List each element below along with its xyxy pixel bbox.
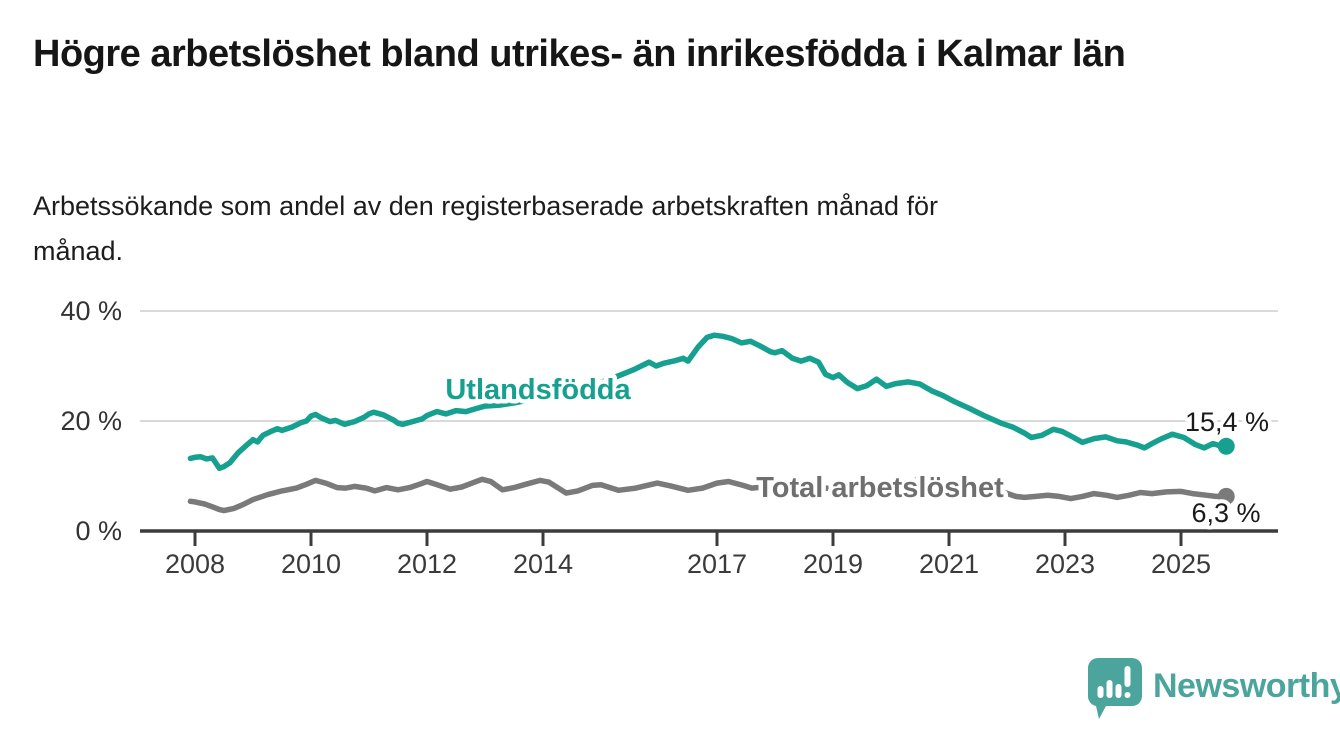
newsworthy-logo-text: Newsworthy: [1153, 666, 1340, 705]
end-value-label-utlandsfodda: 15,4 %: [1185, 407, 1269, 437]
chart-plot-area: 0 % 20 % 40 % 2008 2010 2012 2014 2017 2019 2021 2…: [60, 296, 1278, 579]
page-title-text: Högre arbetslöshet bland utrikes- än inr…: [33, 33, 1126, 75]
bar-tall: [1106, 680, 1113, 698]
y-axis-tick-label: 40 %: [60, 296, 122, 326]
page-title: Högre arbetslöshet bland utrikes- än inr…: [33, 30, 1303, 78]
x-axis-tick-label: 2025: [1151, 549, 1211, 579]
newsworthy-logo: Newsworthy: [1085, 655, 1340, 723]
y-axis-tick-label: 0 %: [75, 516, 122, 546]
exclamation-stroke: [1124, 666, 1131, 687]
x-axis-tick-label: 2019: [803, 549, 863, 579]
exclamation-dot: [1124, 692, 1131, 698]
x-axis-tick-label: 2012: [397, 549, 457, 579]
series-label-utlandsfodda: Utlandsfödda: [445, 374, 631, 406]
newsworthy-logo-icon: [1087, 658, 1142, 719]
series-end-dot-total-arbetsloshet: [1217, 487, 1235, 505]
series-line-utlandsfodda: [187, 332, 1229, 472]
series-label-total-arbetsloshet: Total arbetslöshet: [756, 472, 1004, 504]
chart-subtitle: Arbetssökande som andel av den registerb…: [33, 184, 1253, 274]
y-axis-tick-label: 20 %: [60, 406, 122, 436]
x-axis-tick-label: 2010: [281, 549, 341, 579]
series-end-dot-utlandsfodda: [1217, 437, 1235, 455]
x-axis-tick-label: 2023: [1035, 549, 1095, 579]
x-axis-tick-label: 2021: [919, 549, 979, 579]
x-axis-tick-label: 2008: [165, 549, 225, 579]
subtitle-line-2: månad.: [33, 236, 124, 266]
bar-medium: [1115, 684, 1122, 698]
series-line-total-arbetsloshet: [187, 476, 1229, 514]
x-axis-tick-label: 2014: [513, 549, 573, 579]
bar-short: [1097, 686, 1104, 698]
subtitle-line-1: Arbetssökande som andel av den registerb…: [33, 191, 939, 221]
bar-chart-glyph: [1097, 666, 1131, 698]
speech-bubble-shape: [1087, 658, 1142, 719]
x-axis-tick-label: 2017: [687, 549, 747, 579]
end-value-label-total: 6,3 %: [1191, 498, 1260, 528]
